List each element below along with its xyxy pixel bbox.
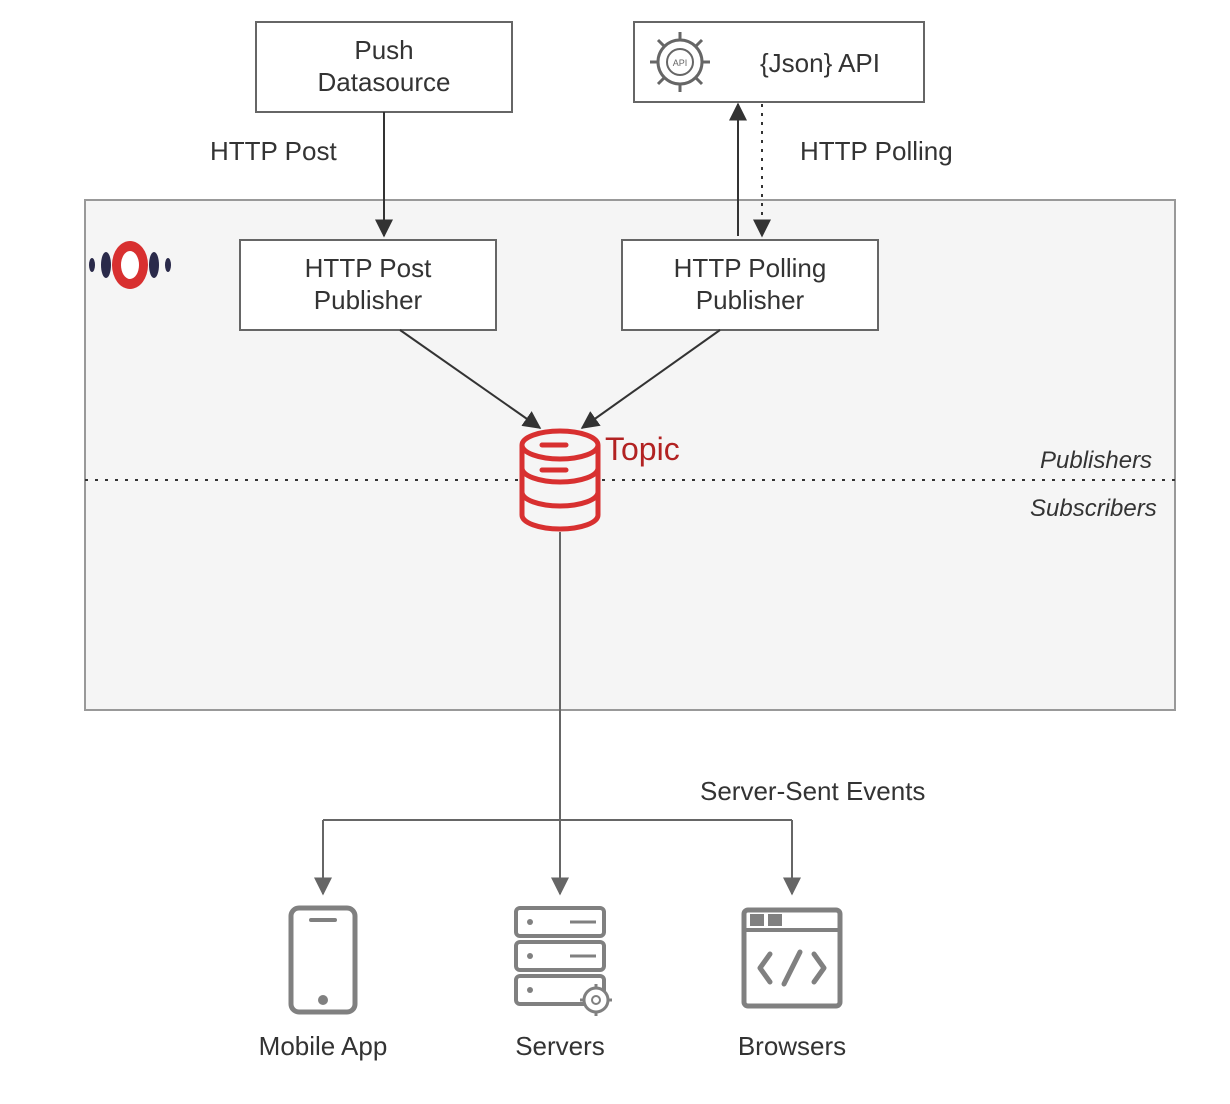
http-polling-publisher-label-2: Publisher: [696, 285, 805, 315]
http-post-publisher-label-1: HTTP Post: [305, 253, 432, 283]
servers-icon: [516, 908, 612, 1016]
push-datasource-label-1: Push: [354, 35, 413, 65]
svg-text:API: API: [673, 58, 688, 68]
architecture-diagram: Push Datasource API {Json} API HTTP Post…: [0, 0, 1230, 1104]
browsers-label: Browsers: [738, 1031, 846, 1061]
http-post-edge-label: HTTP Post: [210, 136, 337, 166]
http-post-publisher-label-2: Publisher: [314, 285, 423, 315]
mobile-app-icon: [291, 908, 355, 1012]
mobile-app-label: Mobile App: [259, 1031, 388, 1061]
sse-edge-label: Server-Sent Events: [700, 776, 925, 806]
api-gear-icon: API: [650, 32, 710, 92]
topic-label: Topic: [605, 431, 680, 467]
http-polling-publisher-label-1: HTTP Polling: [674, 253, 827, 283]
push-datasource-label-2: Datasource: [318, 67, 451, 97]
http-polling-edge-label: HTTP Polling: [800, 136, 953, 166]
json-api-label: {Json} API: [760, 48, 880, 78]
subscribers-section-label: Subscribers: [1030, 495, 1157, 522]
servers-label: Servers: [515, 1031, 605, 1061]
publishers-section-label: Publishers: [1040, 447, 1152, 474]
browsers-icon: [744, 910, 840, 1006]
